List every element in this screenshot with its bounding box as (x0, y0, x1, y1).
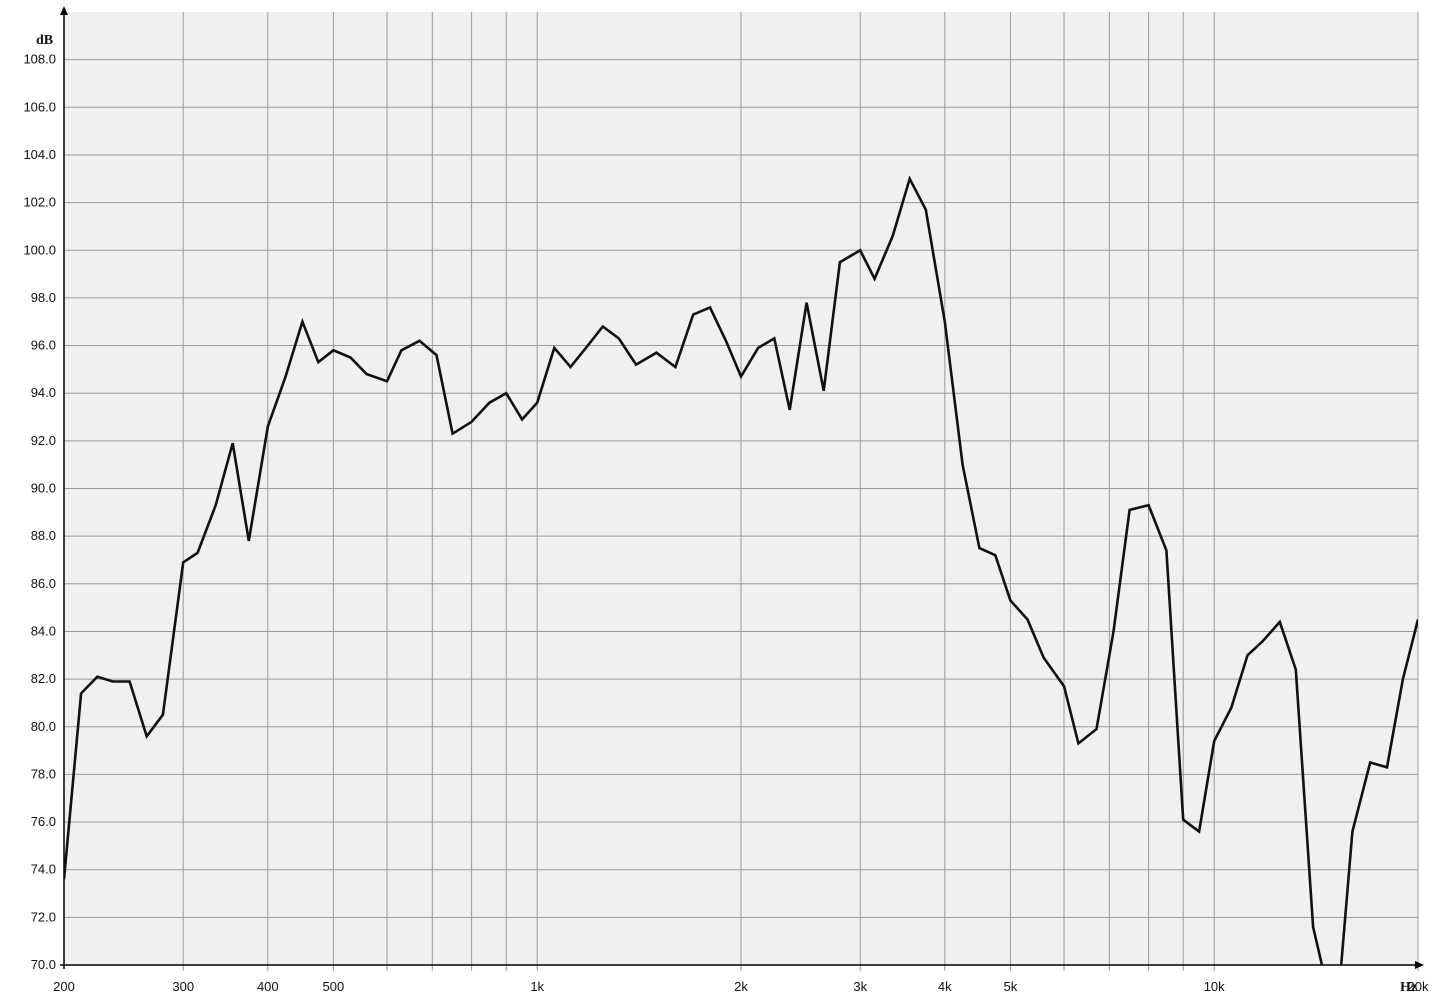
y-tick-label: 76.0 (31, 814, 56, 829)
x-axis-label: Hz (1400, 980, 1417, 995)
x-tick-labels: 200 300 400 500 1k 2k 3k 4k 5k 10k 20k (53, 979, 1429, 994)
axes (60, 6, 1424, 969)
x-axis-arrow (1415, 961, 1424, 969)
y-tick-label: 80.0 (31, 719, 56, 734)
y-tick-label: 100.0 (23, 242, 56, 257)
y-tick-label: 82.0 (31, 671, 56, 686)
y-axis-arrow (60, 6, 68, 15)
x-tick-label: 1k (530, 979, 544, 994)
y-tick-label: 78.0 (31, 766, 56, 781)
y-tick-label: 74.0 (31, 862, 56, 877)
x-tick-label: 2k (734, 979, 748, 994)
y-tick-label: 84.0 (31, 623, 56, 638)
y-tick-label: 86.0 (31, 576, 56, 591)
y-tick-label: 70.0 (31, 957, 56, 972)
x-tick-label: 400 (257, 979, 279, 994)
x-tick-label: 10k (1204, 979, 1225, 994)
x-tick-label: 200 (53, 979, 75, 994)
y-tick-label: 90.0 (31, 481, 56, 496)
x-tick-label: 20k (1408, 979, 1429, 994)
y-tick-labels: 70.0 72.0 74.0 76.0 78.0 80.0 82.0 84.0 86.0 88.0… (23, 52, 56, 972)
series-line (64, 175, 1418, 965)
y-tick-label: 92.0 (31, 433, 56, 448)
x-tick-label: 4k (938, 979, 952, 994)
y-tick-label: 104.0 (23, 147, 56, 162)
y-tick-label: 96.0 (31, 338, 56, 353)
x-tick-label: 3k (853, 979, 867, 994)
y-tick-label: 88.0 (31, 528, 56, 543)
y-axis-label: dB (36, 33, 53, 48)
y-tick-label: 72.0 (31, 909, 56, 924)
x-tick-label: 5k (1004, 979, 1018, 994)
y-tick-label: 102.0 (23, 195, 56, 210)
y-tick-label: 108.0 (23, 52, 56, 67)
series-group (64, 175, 1418, 965)
y-tick-label: 98.0 (31, 290, 56, 305)
x-tick-label: 300 (172, 979, 194, 994)
y-tick-label: 94.0 (31, 385, 56, 400)
x-tick-label: 500 (323, 979, 345, 994)
y-tick-label: 106.0 (23, 99, 56, 114)
